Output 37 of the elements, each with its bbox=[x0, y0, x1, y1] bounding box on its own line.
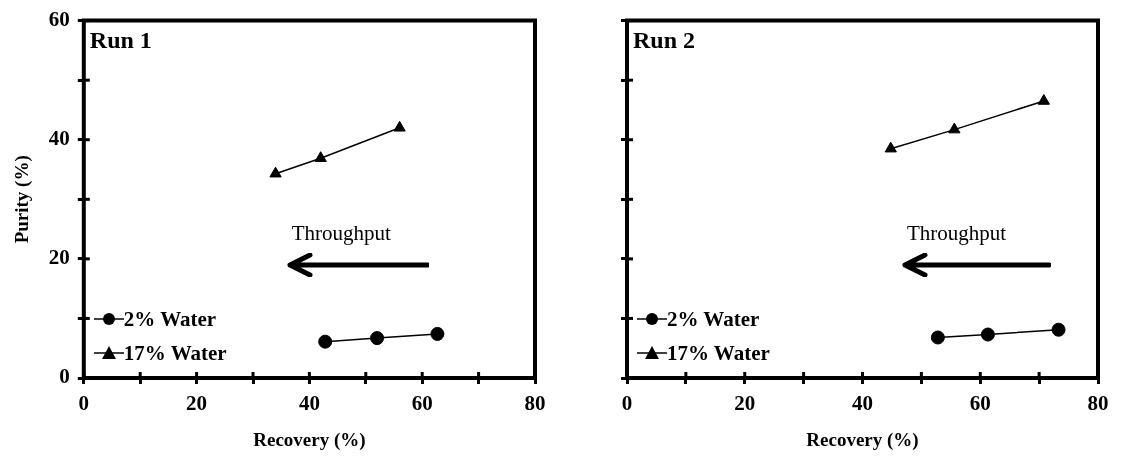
x-axis-title: Recovery (%) bbox=[806, 428, 919, 451]
x-tick-label: 60 bbox=[969, 391, 991, 416]
x-tick-label: 0 bbox=[621, 391, 633, 416]
point bbox=[269, 166, 282, 178]
legend-label: 17% Water bbox=[667, 340, 770, 366]
y-tick-label: 20 bbox=[48, 245, 70, 270]
annotation: Throughput bbox=[291, 221, 391, 247]
y-tick-label: 40 bbox=[48, 126, 70, 151]
legend-label: 17% Water bbox=[123, 340, 227, 366]
point bbox=[430, 326, 445, 341]
annotation: Throughput bbox=[906, 221, 1007, 247]
y-axis-title: Purity (%) bbox=[11, 155, 34, 244]
y-tick-label: 60 bbox=[48, 7, 70, 32]
x-tick-label: 80 bbox=[1087, 391, 1109, 416]
point bbox=[980, 327, 995, 342]
point bbox=[393, 120, 406, 132]
x-tick-label: 40 bbox=[852, 391, 873, 416]
x-tick-label: 60 bbox=[411, 391, 433, 416]
x-tick-label: 80 bbox=[524, 391, 546, 416]
point bbox=[948, 122, 961, 134]
legend-label: 2% Water bbox=[123, 306, 217, 332]
point bbox=[930, 330, 945, 345]
chart-title: Run 2 bbox=[633, 26, 696, 54]
x-axis-title: Recovery (%) bbox=[253, 428, 366, 451]
x-tick-label: 20 bbox=[734, 391, 756, 416]
legend-label: 2% Water bbox=[667, 306, 760, 332]
y-tick-label: 0 bbox=[59, 364, 70, 389]
x-tick-label: 20 bbox=[186, 391, 208, 416]
point bbox=[1051, 322, 1066, 337]
point bbox=[314, 151, 327, 162]
point bbox=[370, 331, 385, 346]
point bbox=[1037, 94, 1050, 105]
x-tick-label: 40 bbox=[298, 391, 320, 416]
chart-title: Run 1 bbox=[89, 26, 152, 54]
point bbox=[884, 141, 897, 153]
point bbox=[318, 334, 333, 349]
x-tick-label: 0 bbox=[78, 391, 90, 416]
